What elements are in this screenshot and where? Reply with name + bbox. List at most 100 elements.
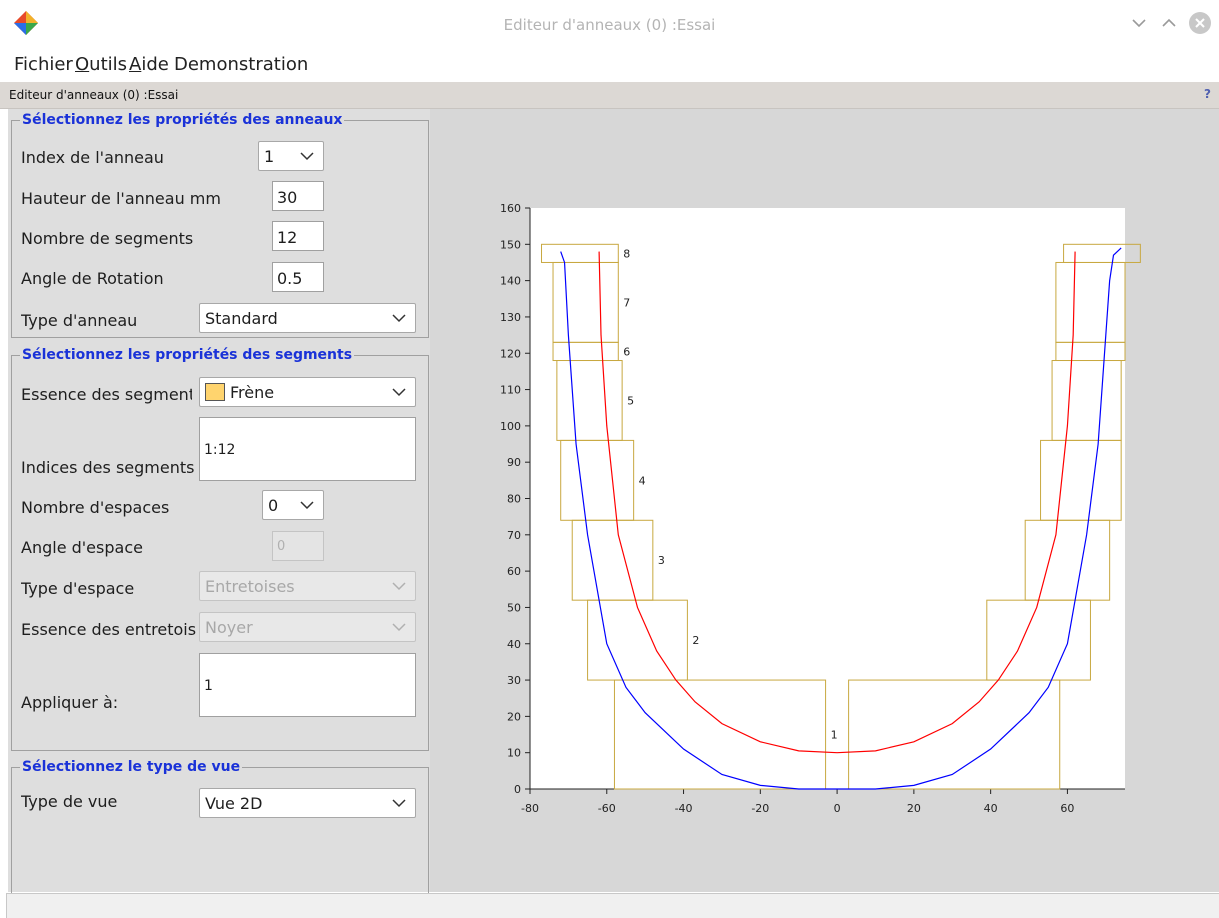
space-type-label: Type d'espace — [21, 579, 135, 598]
y-tick-label: 40 — [507, 638, 521, 651]
ring-group-title: Sélectionnez les propriétés des anneaux — [20, 112, 345, 128]
segment-indices-label: Indices des segments — [21, 458, 195, 477]
ring-right-segment — [848, 679, 1061, 790]
close-icon[interactable] — [1188, 11, 1212, 35]
menu-demonstration[interactable]: Demonstration — [174, 54, 309, 75]
segment-properties-group: Sélectionnez les propriétés des segments… — [11, 347, 429, 751]
space-angle-label: Angle d'espace — [21, 538, 143, 557]
ring-index-select[interactable]: 1 — [258, 141, 324, 171]
plot-background — [530, 208, 1125, 789]
help-icon[interactable]: ? — [1204, 87, 1211, 101]
space-count-select[interactable]: 0 — [262, 490, 324, 520]
ring-label: 8 — [623, 247, 630, 260]
menu-outils[interactable]: Outils — [75, 54, 128, 75]
rotation-angle-value: 0.5 — [277, 269, 303, 288]
segment-essence-select[interactable]: Frène — [199, 377, 416, 407]
chevron-down-icon — [392, 623, 406, 632]
segment-group-title: Sélectionnez les propriétés des segments — [20, 347, 355, 363]
properties-panel: Sélectionnez les propriétés des anneaux … — [8, 109, 430, 899]
apply-to-label: Appliquer à: — [21, 693, 119, 712]
apply-to-textarea[interactable]: 1 — [199, 653, 416, 717]
view-type-value: Vue 2D — [205, 794, 263, 813]
x-tick-label: -80 — [521, 802, 539, 815]
y-tick-label: 70 — [507, 529, 521, 542]
space-type-select[interactable]: Entretoises — [199, 571, 416, 601]
y-tick-label: 0 — [514, 783, 521, 796]
segment-indices-value: 1:12 — [204, 442, 236, 458]
y-tick-label: 90 — [507, 456, 521, 469]
chevron-down-icon — [392, 582, 406, 591]
spacer-essence-label: Essence des entretoises — [21, 620, 196, 639]
segment-count-value: 12 — [277, 228, 298, 247]
panel-header: Editeur d'anneaux (0) :Essai ? — [0, 82, 1219, 109]
title-bar: Editeur d'anneaux (0) :Essai — [0, 0, 1219, 50]
space-count-value: 0 — [268, 496, 279, 515]
inner-profile-line — [598, 251, 1076, 754]
y-tick-label: 150 — [500, 238, 521, 251]
ring-label: 4 — [639, 474, 646, 487]
ring-label: 1 — [831, 729, 838, 742]
ring-type-label: Type d'anneau — [21, 311, 138, 330]
window-title: Editeur d'anneaux (0) :Essai — [503, 16, 716, 34]
view-type-select[interactable]: Vue 2D — [199, 788, 416, 818]
chevron-down-icon — [300, 501, 314, 510]
x-tick-label: -60 — [598, 802, 616, 815]
menu-fichier[interactable]: Fichier — [14, 54, 73, 75]
spacer-essence-select[interactable]: Noyer — [199, 612, 416, 642]
y-tick-label: 30 — [507, 674, 521, 687]
x-tick-label: 0 — [834, 802, 841, 815]
ring-index-value: 1 — [264, 147, 275, 166]
chevron-down-icon — [392, 314, 406, 323]
segment-indices-textarea[interactable]: 1:12 — [199, 417, 416, 481]
rotation-angle-field[interactable]: 0.5 — [272, 262, 324, 292]
ring-type-select[interactable]: Standard — [199, 303, 416, 333]
spacer-essence-value: Noyer — [205, 618, 253, 637]
x-tick-label: 60 — [1060, 802, 1074, 815]
ring-height-field[interactable]: 30 — [272, 181, 324, 211]
x-tick-label: -40 — [675, 802, 693, 815]
ring-type-value: Standard — [205, 309, 278, 328]
ring-height-label: Hauteur de l'anneau mm — [21, 189, 221, 208]
chevron-down-icon — [300, 152, 314, 161]
main-area: Sélectionnez les propriétés des anneaux … — [8, 109, 1219, 899]
status-bar — [6, 893, 1219, 918]
y-tick-label: 140 — [500, 275, 521, 288]
apply-to-value: 1 — [204, 678, 213, 694]
y-tick-label: 60 — [507, 565, 521, 578]
ring-profile-plot[interactable]: 0102030405060708090100110120130140150160… — [8, 109, 1219, 892]
minimize-icon[interactable] — [1128, 12, 1150, 34]
outer-profile-line — [560, 247, 1122, 790]
view-type-label: Type de vue — [21, 792, 118, 811]
ring-properties-group: Sélectionnez les propriétés des anneaux … — [11, 112, 429, 338]
segment-essence-value: Frène — [230, 383, 275, 402]
space-count-label: Nombre d'espaces — [21, 498, 170, 517]
y-tick-label: 20 — [507, 710, 521, 723]
space-angle-field[interactable]: 0 — [272, 531, 324, 561]
view-type-group: Sélectionnez le type de vue Type de vue … — [11, 759, 429, 899]
panel-title: Editeur d'anneaux (0) :Essai — [9, 88, 179, 102]
space-type-value: Entretoises — [205, 577, 295, 596]
chevron-down-icon — [392, 799, 406, 808]
ring-left-segment — [613, 679, 827, 790]
y-tick-label: 10 — [507, 747, 521, 760]
segment-count-field[interactable]: 12 — [272, 221, 324, 251]
ring-left-segment — [541, 243, 619, 263]
y-tick-label: 120 — [500, 347, 521, 360]
space-angle-value: 0 — [277, 539, 286, 554]
wood-color-swatch — [205, 383, 225, 401]
segment-essence-label: Essence des segments — [21, 385, 192, 404]
ring-label: 6 — [623, 345, 630, 358]
chevron-down-icon — [392, 388, 406, 397]
ring-label: 3 — [658, 554, 665, 567]
ring-label: 5 — [627, 394, 634, 407]
menu-aide[interactable]: Aide — [129, 54, 169, 75]
ring-height-value: 30 — [277, 188, 298, 207]
maximize-icon[interactable] — [1158, 12, 1180, 34]
x-tick-label: -20 — [751, 802, 769, 815]
x-tick-label: 40 — [984, 802, 998, 815]
rotation-angle-label: Angle de Rotation — [21, 269, 164, 288]
view-group-title: Sélectionnez le type de vue — [20, 759, 243, 775]
x-tick-label: 20 — [907, 802, 921, 815]
ring-right-segment — [1063, 243, 1141, 263]
y-tick-label: 160 — [500, 202, 521, 215]
